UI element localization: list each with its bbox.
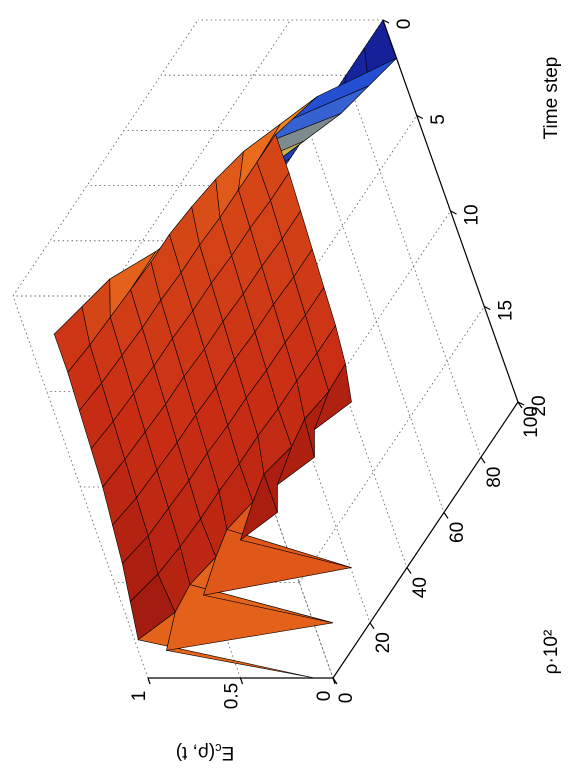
x-tick-label: 10 [462,204,483,225]
z-axis-label: Ec(ρ, t) [176,741,235,763]
y-axis-label: ρ·10² [541,630,562,675]
z-tick-label: 0.5 [222,683,243,709]
grid-line [308,130,445,513]
z-label-main: E [222,742,235,763]
y-tick-label: 100 [521,406,542,438]
y-tick [517,401,523,409]
z-tick-label: 0 [314,691,335,702]
y-tick [480,456,486,464]
y-tick-label: 40 [410,577,431,598]
y-tick-label: 20 [373,632,394,653]
z-tick [239,677,244,685]
grid-line [298,306,485,583]
x-tick-label: 15 [495,300,516,321]
x-axis-label: Time step [541,57,562,140]
y-tick [369,622,375,630]
x-tick [450,210,457,215]
z-tick [332,677,336,685]
grid-line [105,19,291,297]
x-tick-label: 5 [428,114,449,125]
grid-line [12,295,149,679]
y-tick-label: 80 [484,467,505,488]
y-tick-label: 0 [336,693,357,704]
grid-line [12,19,199,297]
x-tick [416,114,424,120]
z-tick [147,677,151,685]
y-axis-line [332,401,519,679]
x-tick-label: 20 [529,395,550,416]
z-tick-label: 1 [129,691,150,702]
z-label-sub: c [215,741,222,756]
x-tick [382,19,390,24]
y-tick [443,512,449,519]
axes: 0 5 10 15 20 0 20 40 60 80 100 0 0.5 1 [129,19,550,710]
y-tick-label: 60 [447,522,468,543]
x-tick-label: 0 [394,19,415,30]
surface-patch [313,362,352,431]
surface [53,19,397,679]
x-tick [483,305,491,311]
z-label-rest: (ρ, t) [176,742,215,763]
y-tick [406,567,412,574]
grid-line [345,75,482,458]
